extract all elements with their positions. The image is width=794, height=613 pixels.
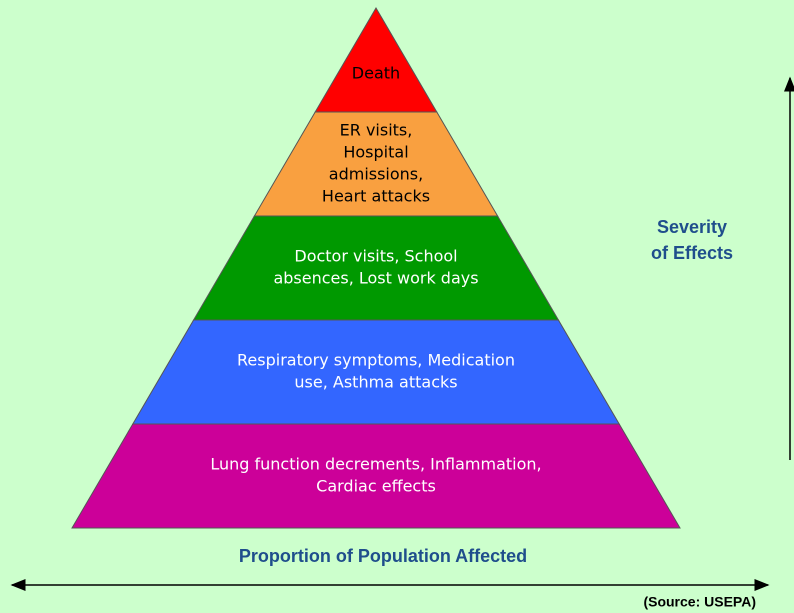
severity-label: Severity (657, 217, 727, 237)
level-label: use, Asthma attacks (294, 373, 457, 392)
pyramid-level (314, 7, 438, 113)
level-label: Cardiac effects (316, 477, 436, 496)
level-label: ER visits, (340, 121, 413, 140)
source: (Source: USEPA) (643, 594, 756, 610)
level-label: Hospital (343, 143, 408, 162)
pyramid: Death ER visits, Hospital admissions, Heart … (71, 7, 681, 529)
level-label: Doctor visits, School (294, 247, 457, 266)
level-label: absences, Lost work days (273, 269, 478, 288)
level-label: Lung function decrements, Inflammation, (210, 455, 541, 474)
level-label: admissions, (329, 165, 423, 184)
population-label: Proportion of Population Affected (239, 546, 527, 566)
severity-label: of Effects (651, 243, 733, 263)
pyramid-level (71, 423, 681, 529)
level-label: Death (352, 64, 400, 83)
level-label: Respiratory symptoms, Medication (237, 351, 515, 370)
level-label: Heart attacks (322, 187, 430, 206)
